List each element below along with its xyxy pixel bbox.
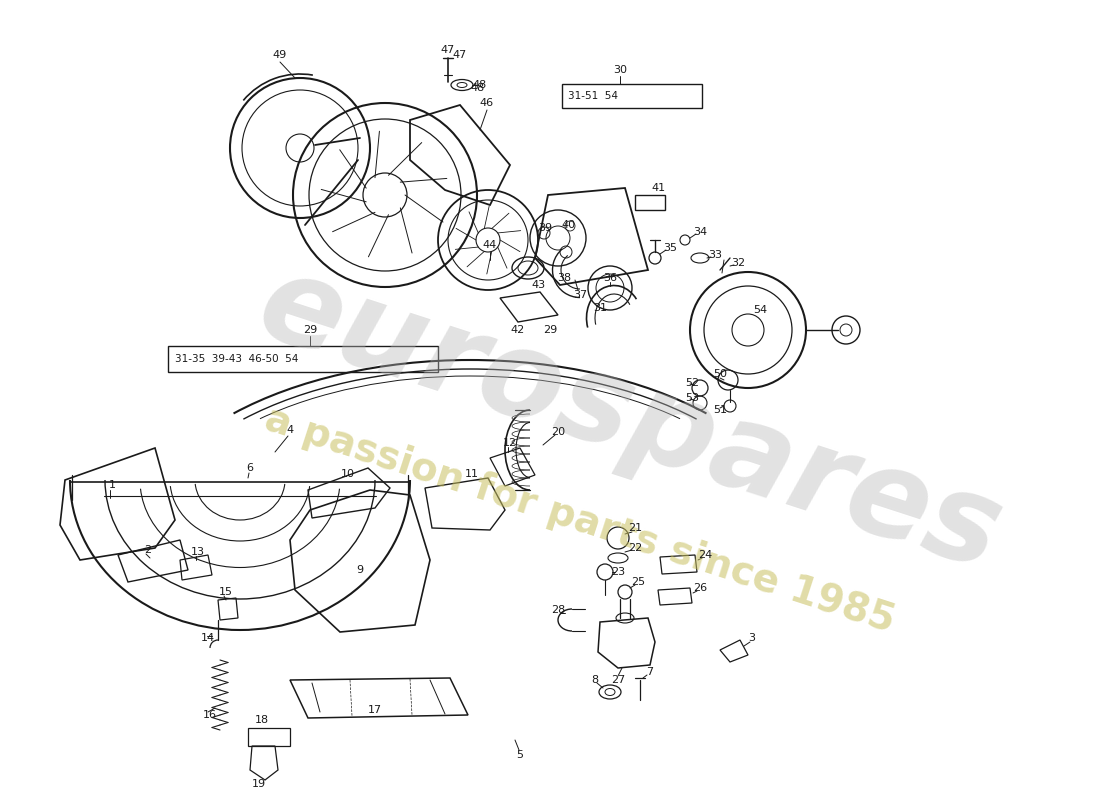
- Text: 44: 44: [483, 240, 497, 250]
- Text: 34: 34: [693, 227, 707, 237]
- Text: 9: 9: [356, 565, 364, 575]
- Text: 54: 54: [752, 305, 767, 315]
- Text: 17: 17: [367, 705, 382, 715]
- Text: 21: 21: [628, 523, 642, 533]
- Text: a passion for parts since 1985: a passion for parts since 1985: [261, 400, 900, 640]
- Text: 10: 10: [341, 469, 355, 479]
- Text: 33: 33: [708, 250, 722, 260]
- Text: 20: 20: [551, 427, 565, 437]
- Text: 47: 47: [453, 50, 468, 60]
- Text: 1: 1: [109, 480, 116, 490]
- Text: 11: 11: [465, 469, 478, 479]
- Text: 41: 41: [651, 183, 666, 193]
- Text: 31: 31: [593, 303, 607, 313]
- Text: 14: 14: [201, 633, 216, 643]
- Text: 4: 4: [286, 425, 294, 435]
- Text: 50: 50: [713, 369, 727, 379]
- Text: 25: 25: [631, 577, 645, 587]
- Text: 52: 52: [685, 378, 700, 388]
- Text: 49: 49: [273, 50, 287, 60]
- Text: 42: 42: [510, 325, 525, 335]
- Text: 6: 6: [246, 463, 253, 473]
- Text: eurospares: eurospares: [244, 245, 1015, 595]
- Text: 15: 15: [219, 587, 233, 597]
- Text: 24: 24: [697, 550, 712, 560]
- Text: 3: 3: [748, 633, 756, 643]
- Text: 31-51  54: 31-51 54: [568, 91, 618, 101]
- Text: 39: 39: [538, 223, 552, 233]
- Text: 22: 22: [628, 543, 642, 553]
- Text: 16: 16: [204, 710, 217, 720]
- Text: 7: 7: [647, 667, 653, 677]
- Text: 48: 48: [471, 83, 485, 93]
- Text: 29: 29: [302, 325, 317, 335]
- Text: 36: 36: [603, 273, 617, 283]
- Text: 23: 23: [610, 567, 625, 577]
- Text: 13: 13: [191, 547, 205, 557]
- Text: 27: 27: [610, 675, 625, 685]
- Text: 12: 12: [503, 438, 517, 448]
- Text: 53: 53: [685, 393, 698, 403]
- Text: 8: 8: [592, 675, 598, 685]
- Text: 47: 47: [441, 45, 455, 55]
- Text: 46: 46: [480, 98, 494, 108]
- Text: 51: 51: [713, 405, 727, 415]
- Text: 5: 5: [517, 750, 524, 760]
- Text: 26: 26: [693, 583, 707, 593]
- Text: 19: 19: [252, 779, 266, 789]
- Text: 40: 40: [561, 220, 575, 230]
- Text: 18: 18: [255, 715, 270, 725]
- Text: 29: 29: [543, 325, 557, 335]
- Text: 2: 2: [144, 545, 152, 555]
- Text: 30: 30: [613, 65, 627, 75]
- Text: 37: 37: [573, 290, 587, 300]
- Text: 28: 28: [551, 605, 565, 615]
- Text: 43: 43: [531, 280, 546, 290]
- Text: 48: 48: [473, 80, 487, 90]
- Text: 31-35  39-43  46-50  54: 31-35 39-43 46-50 54: [175, 354, 298, 364]
- Text: 35: 35: [663, 243, 676, 253]
- Text: 32: 32: [730, 258, 745, 268]
- Text: 38: 38: [557, 273, 571, 283]
